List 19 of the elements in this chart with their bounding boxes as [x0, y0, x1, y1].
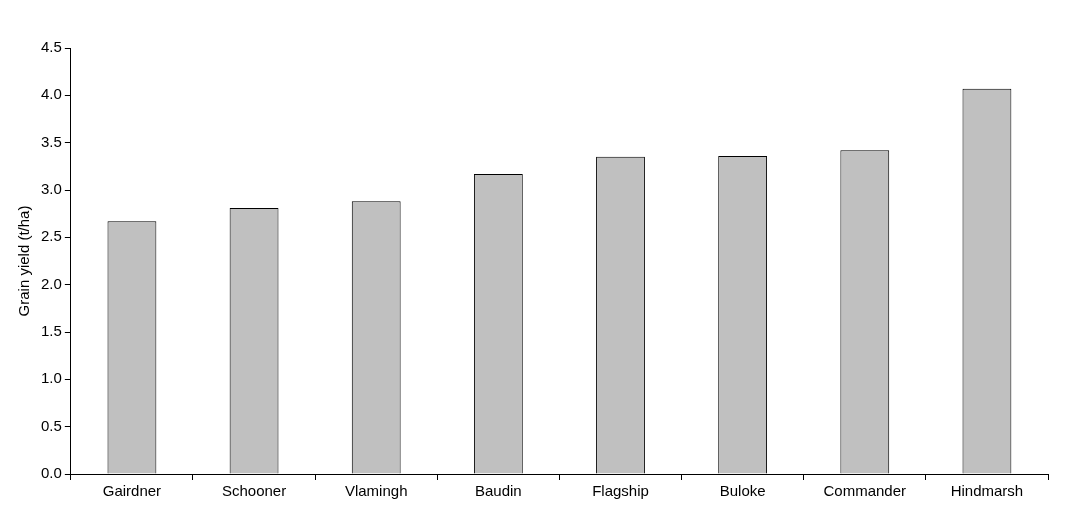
y-tick-label: 1.5 — [40, 322, 62, 340]
y-tick-label: 3.5 — [40, 132, 62, 150]
x-tick-label: Baudin — [474, 482, 522, 500]
y-tick-label: 3.0 — [40, 180, 62, 198]
y-tick-label: 0.0 — [40, 464, 62, 482]
y-tick-label: 1.0 — [40, 369, 62, 387]
x-tick-label: Flagship — [592, 482, 649, 500]
y-tick-label: 2.0 — [40, 274, 62, 292]
x-tick-label: Schooner — [221, 482, 287, 500]
y-axis-title: Grain yield (t/ha) — [15, 205, 33, 317]
x-tick-label: Hindmarsh — [950, 482, 1024, 500]
x-tick-label: Commander — [823, 482, 907, 500]
x-tick-label: Vlamingh — [344, 482, 408, 500]
y-tick-label: 0.5 — [40, 416, 62, 434]
y-tick-label: 2.5 — [40, 227, 62, 245]
y-tick-label: 4.0 — [40, 85, 62, 103]
y-tick-label: 4.5 — [40, 38, 62, 56]
x-tick-label: Gairdner — [102, 482, 162, 500]
x-tick-label: Buloke — [719, 482, 766, 500]
